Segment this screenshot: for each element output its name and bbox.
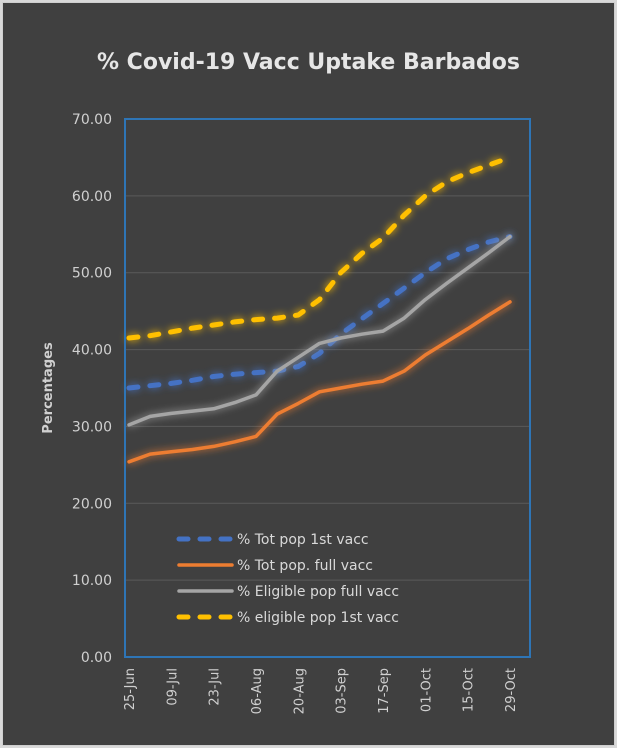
x-tick-label: 25-Jun [123, 668, 138, 710]
y-tick-label: 10.00 [72, 573, 112, 589]
legend-label: % Tot pop. full vacc [237, 558, 373, 574]
series-line-3 [127, 234, 512, 427]
legend-label: % Tot pop 1st vacc [237, 532, 369, 548]
series-lines [126, 154, 513, 464]
chart-title: % Covid-19 Vacc Uptake Barbados [96, 50, 521, 75]
x-tick-label: 23-Jul [208, 668, 223, 706]
x-tick-label: 17-Sep [377, 668, 392, 714]
y-tick-label: 50.00 [72, 266, 112, 282]
y-tick-label: 30.00 [72, 419, 112, 435]
plot-area-border [124, 118, 531, 658]
x-tick-label: 03-Sep [335, 668, 350, 714]
x-tick-label: 20-Aug [292, 668, 307, 714]
x-tick-label: 15-Oct [462, 668, 477, 712]
legend-label: % eligible pop 1st vacc [237, 610, 399, 626]
y-axis-ticks: 0.00 10.00 20.00 30.00 40.00 50.00 60.00 70.00 [72, 112, 112, 666]
y-tick-label: 20.00 [72, 496, 112, 512]
y-tick-label: 60.00 [72, 189, 112, 205]
gridlines [125, 195, 530, 581]
y-tick-label: 0.00 [81, 650, 112, 666]
y-tick-label: 70.00 [72, 112, 112, 128]
x-tick-label: 09-Jul [165, 668, 180, 706]
x-tick-label: 29-Oct [504, 668, 519, 712]
x-axis-ticks: 25-Jun 09-Jul 23-Jul 06-Aug 20-Aug 03-Sep 17-S… [123, 668, 519, 714]
series-line-1 [126, 234, 513, 391]
x-tick-label: 06-Aug [250, 668, 265, 714]
legend-label: % Eligible pop full vacc [237, 584, 399, 600]
y-axis-label: Percentages [41, 342, 56, 434]
series-line-4 [126, 154, 513, 341]
x-tick-label: 01-Oct [419, 668, 434, 712]
series-line-2 [127, 300, 512, 464]
legend: % Tot pop 1st vacc % Tot pop. full vacc % … [176, 532, 399, 626]
y-tick-label: 40.00 [72, 343, 112, 359]
